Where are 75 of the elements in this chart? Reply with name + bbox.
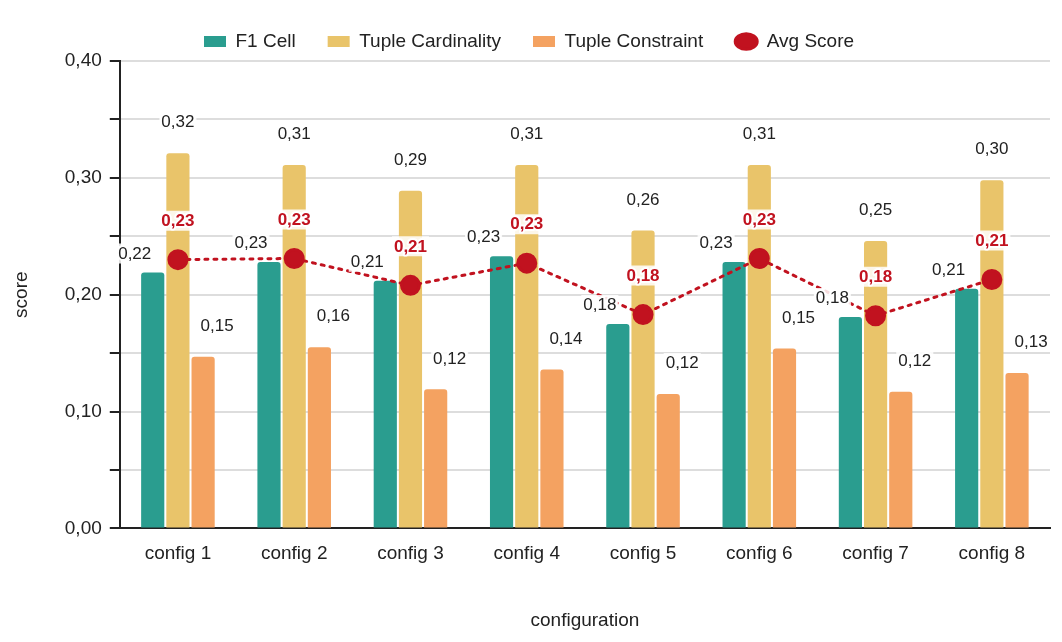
bar xyxy=(889,391,913,528)
y-tick-label: 0,10 xyxy=(64,399,102,421)
data-label: 0,30 xyxy=(975,139,1009,159)
y-tick-label: 0,30 xyxy=(64,166,102,188)
legend-label: Avg Score xyxy=(766,29,855,51)
data-label: 0,21 xyxy=(932,260,966,280)
point xyxy=(516,252,538,274)
data-label: 0,15 xyxy=(200,315,234,335)
data-label: 0,29 xyxy=(393,149,428,169)
x-tick-label: config 3 xyxy=(377,542,444,564)
bar xyxy=(489,256,514,528)
bar xyxy=(191,356,215,528)
x-tick-label: config 4 xyxy=(493,542,561,564)
data-label: 0,18 xyxy=(859,266,893,286)
data-label: 0,18 xyxy=(583,295,617,315)
data-label: 0,23 xyxy=(234,233,268,253)
data-label: 0,32 xyxy=(161,112,195,132)
data-label: 0,23 xyxy=(161,210,195,230)
x-axis-title: configuration xyxy=(530,608,640,630)
data-label: 0,14 xyxy=(549,328,583,348)
data-label: 0,23 xyxy=(699,233,733,253)
bar xyxy=(1005,372,1029,528)
data-label: 0,12 xyxy=(898,350,932,370)
data-label: 0,12 xyxy=(433,348,467,368)
data-label: 0,26 xyxy=(626,189,660,209)
bar xyxy=(307,347,331,528)
y-tick-label: 0,20 xyxy=(64,282,102,304)
data-label: 0,23 xyxy=(510,214,544,234)
data-label: 0,31 xyxy=(510,124,544,144)
bar xyxy=(722,261,746,528)
data-label: 0,15 xyxy=(781,307,816,327)
data-label: 0,22 xyxy=(118,243,152,263)
bar xyxy=(955,288,979,528)
point xyxy=(748,247,770,269)
bar xyxy=(424,389,448,528)
data-label: 0,23 xyxy=(742,209,776,229)
y-tick-label: 0,00 xyxy=(64,516,102,538)
legend-label: Tuple Cardinality xyxy=(359,29,502,51)
bar xyxy=(141,272,165,528)
x-tick-label: config 7 xyxy=(842,542,909,564)
data-label: 0,21 xyxy=(975,230,1009,250)
bar xyxy=(540,369,564,528)
point xyxy=(399,274,421,296)
y-tick-label: 0,40 xyxy=(64,49,102,71)
data-label: 0,23 xyxy=(277,209,311,229)
data-label: 0,21 xyxy=(350,251,384,271)
x-tick-label: config 1 xyxy=(144,542,212,564)
legend-label: F1 Cell xyxy=(235,29,296,51)
data-label: 0,18 xyxy=(815,288,849,308)
data-label: 0,13 xyxy=(1014,332,1048,352)
data-label: 0,21 xyxy=(393,236,428,256)
data-label: 0,25 xyxy=(859,200,893,220)
data-label: 0,31 xyxy=(277,124,311,144)
x-tick-label: config 5 xyxy=(609,542,677,564)
data-label: 0,16 xyxy=(316,306,350,326)
point xyxy=(865,305,887,327)
bar xyxy=(606,323,630,528)
data-label: 0,12 xyxy=(665,353,699,373)
y-axis-title: score xyxy=(9,271,31,318)
point xyxy=(632,304,654,326)
bar xyxy=(257,261,281,528)
bar xyxy=(656,394,680,528)
x-tick-label: config 8 xyxy=(958,542,1026,564)
data-label: 0,31 xyxy=(742,124,776,144)
point xyxy=(283,247,305,269)
data-label: 0,18 xyxy=(626,265,660,285)
x-tick-label: config 6 xyxy=(726,542,793,564)
point xyxy=(981,269,1003,291)
bar xyxy=(373,280,397,528)
bar xyxy=(838,316,862,528)
point xyxy=(167,249,189,271)
data-label: 0,23 xyxy=(467,227,501,247)
legend-label: Tuple Constraint xyxy=(564,29,704,51)
x-tick-label: config 2 xyxy=(260,542,328,564)
bar xyxy=(772,348,797,528)
